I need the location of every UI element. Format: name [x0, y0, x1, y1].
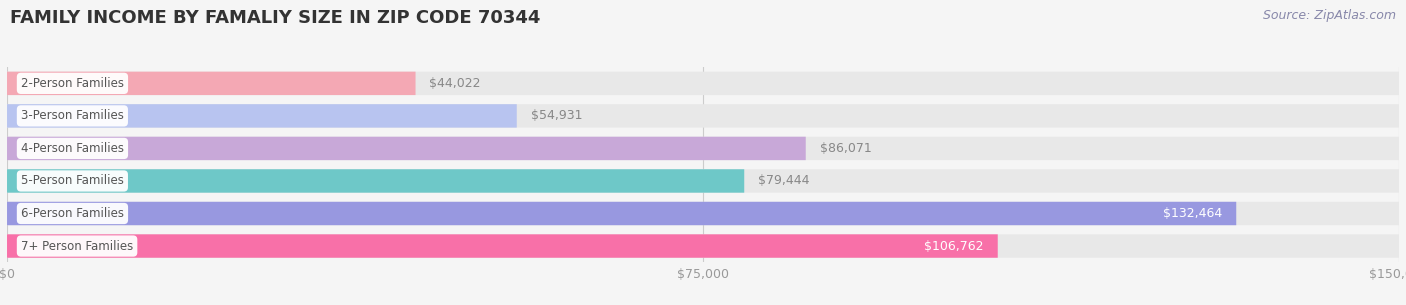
Text: $86,071: $86,071 [820, 142, 872, 155]
Text: 2-Person Families: 2-Person Families [21, 77, 124, 90]
Text: 3-Person Families: 3-Person Families [21, 109, 124, 122]
Text: $44,022: $44,022 [429, 77, 481, 90]
Text: $79,444: $79,444 [758, 174, 810, 188]
Text: $132,464: $132,464 [1163, 207, 1222, 220]
Text: 4-Person Families: 4-Person Families [21, 142, 124, 155]
Text: 7+ Person Families: 7+ Person Families [21, 239, 134, 253]
FancyBboxPatch shape [7, 234, 1399, 258]
FancyBboxPatch shape [7, 169, 1399, 193]
FancyBboxPatch shape [7, 137, 806, 160]
Text: 5-Person Families: 5-Person Families [21, 174, 124, 188]
FancyBboxPatch shape [7, 137, 1399, 160]
FancyBboxPatch shape [7, 72, 416, 95]
FancyBboxPatch shape [7, 104, 1399, 127]
FancyBboxPatch shape [7, 104, 517, 127]
Text: Source: ZipAtlas.com: Source: ZipAtlas.com [1263, 9, 1396, 22]
FancyBboxPatch shape [7, 234, 998, 258]
Text: FAMILY INCOME BY FAMALIY SIZE IN ZIP CODE 70344: FAMILY INCOME BY FAMALIY SIZE IN ZIP COD… [10, 9, 540, 27]
FancyBboxPatch shape [7, 202, 1236, 225]
Text: 6-Person Families: 6-Person Families [21, 207, 124, 220]
FancyBboxPatch shape [7, 202, 1399, 225]
Text: $54,931: $54,931 [530, 109, 582, 122]
FancyBboxPatch shape [7, 169, 744, 193]
Text: $106,762: $106,762 [924, 239, 984, 253]
FancyBboxPatch shape [7, 72, 1399, 95]
